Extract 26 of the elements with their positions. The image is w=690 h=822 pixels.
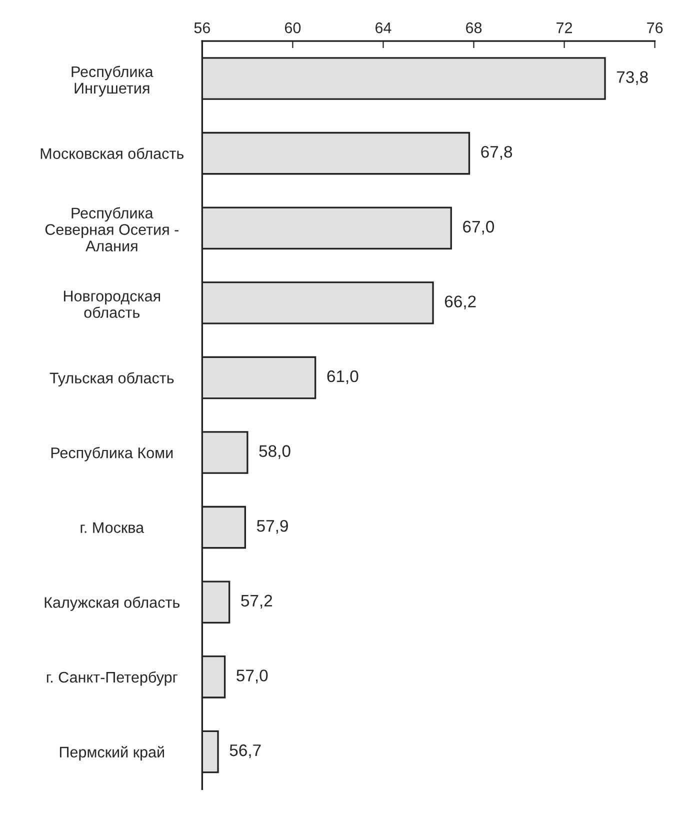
data-label: 67,0	[463, 220, 494, 235]
y-tick-label: Московская область	[40, 148, 184, 159]
y-tick-label: Республика Северная Осетия - Алания	[45, 207, 178, 252]
data-label: 73,8	[616, 71, 648, 85]
data-label: 57,9	[256, 520, 288, 534]
x-tick-label: 56	[194, 22, 210, 34]
x-tick-label: 72	[556, 22, 572, 34]
y-tick-label: г. Москва	[80, 522, 144, 533]
x-tick-label: 76	[647, 22, 663, 34]
y-tick-label: Республика Ингушетия	[72, 66, 154, 97]
x-tick-label: 60	[284, 22, 301, 34]
y-tick-label: Калужская область	[44, 596, 180, 611]
y-tick-label: г. Санкт-Петербург	[46, 671, 178, 686]
x-tick-label: 64	[376, 22, 392, 34]
y-tick-label: Пермский край	[60, 746, 164, 761]
data-label: 66,2	[444, 296, 476, 310]
y-tick-label: Тульская область	[50, 372, 174, 386]
data-label: 67,8	[481, 146, 512, 160]
data-label: 57,2	[241, 594, 272, 609]
data-label: 57,0	[236, 670, 268, 684]
data-label: 58,0	[259, 445, 290, 459]
data-label: 61,0	[327, 370, 358, 384]
data-label: 56,7	[230, 744, 261, 758]
x-tick-label: 68	[466, 22, 482, 34]
y-tick-label: Новгородская область	[64, 290, 160, 318]
y-tick-label: Республика Коми	[51, 446, 173, 462]
